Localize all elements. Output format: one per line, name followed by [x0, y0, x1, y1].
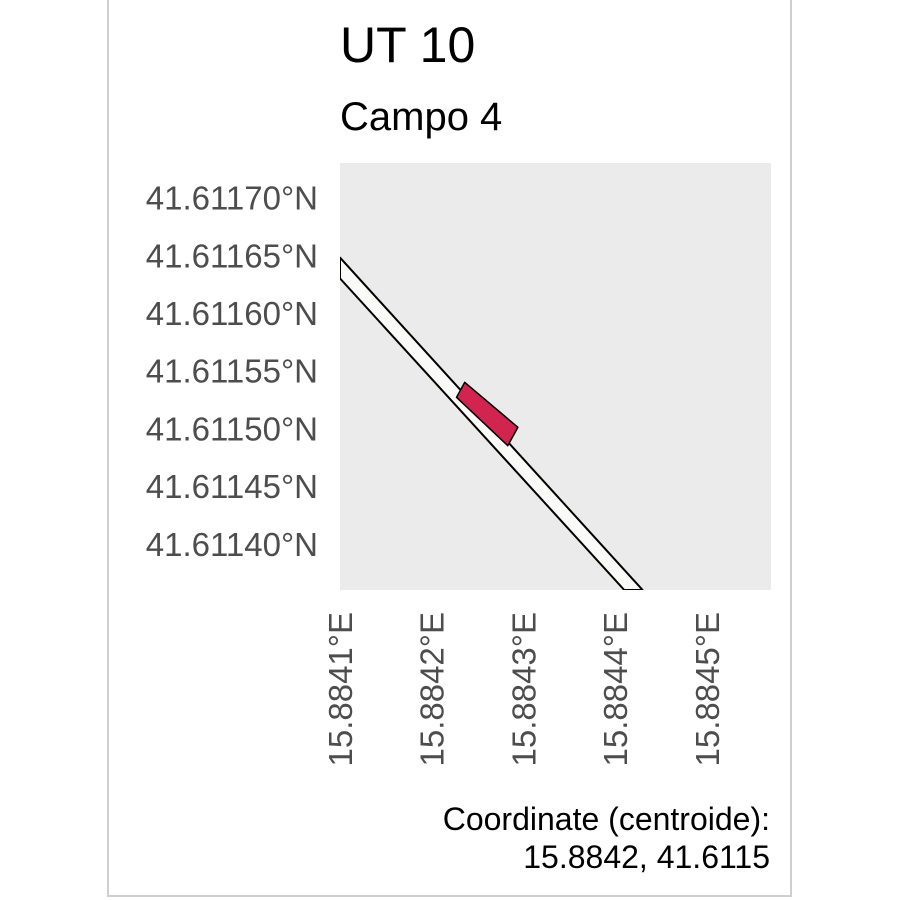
x-tick-label: 15.8845°E	[689, 612, 726, 767]
map-panel[interactable]	[340, 163, 771, 590]
map-features	[340, 256, 644, 590]
y-axis-ticks: 41.61170°N 41.61165°N 41.61160°N 41.61155°N…	[146, 180, 318, 563]
x-tick-label: 15.8841°E	[322, 612, 359, 767]
x-tick-label: 15.8844°E	[597, 612, 634, 767]
map-title: UT 10	[340, 17, 475, 73]
y-tick-label: 41.61160°N	[146, 295, 318, 332]
x-tick-label: 15.8842°E	[414, 612, 451, 767]
centroid-caption-value: 15.8842, 41.6115	[523, 839, 770, 875]
y-tick-label: 41.61150°N	[146, 410, 318, 447]
centroid-caption-label: Coordinate (centroide):	[443, 801, 770, 837]
panel-background	[340, 163, 771, 590]
map-subtitle: Campo 4	[340, 95, 502, 139]
x-axis-ticks: 15.8841°E 15.8842°E 15.8843°E 15.8844°E 15.8…	[322, 612, 726, 767]
y-tick-label: 41.61165°N	[146, 237, 318, 274]
y-tick-label: 41.61145°N	[146, 468, 318, 505]
y-tick-label: 41.61140°N	[146, 526, 318, 563]
road-polygon[interactable]	[340, 256, 644, 590]
parcel-polygon[interactable]	[455, 381, 519, 447]
plot-frame	[107, 0, 792, 897]
x-tick-label: 15.8843°E	[505, 612, 542, 767]
y-tick-label: 41.61170°N	[146, 180, 318, 217]
y-tick-label: 41.61155°N	[146, 353, 318, 390]
